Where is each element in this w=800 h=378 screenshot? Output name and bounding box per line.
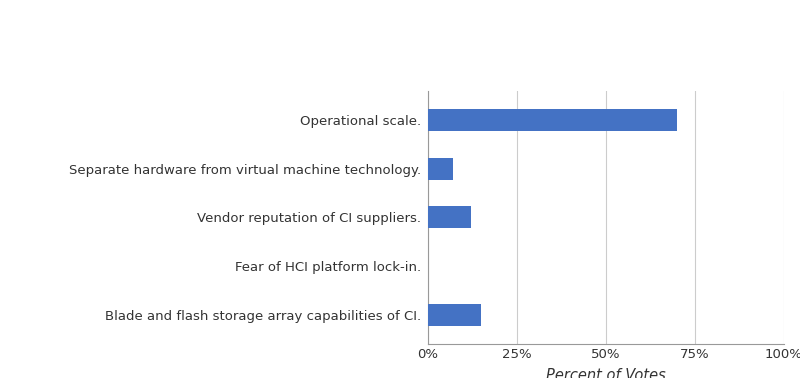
Bar	[428, 158, 453, 180]
X-axis label: Percent of Votes: Percent of Votes	[546, 368, 666, 378]
Bar	[428, 206, 470, 228]
Bar	[428, 304, 482, 326]
Bar	[428, 109, 677, 131]
